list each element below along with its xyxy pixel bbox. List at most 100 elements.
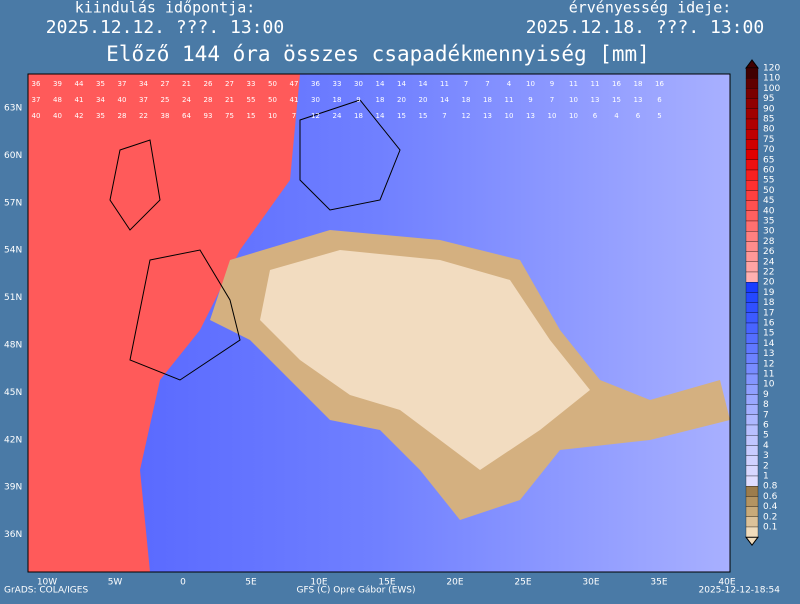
grid-value: 39 [53,80,62,88]
colorbar-label: 30 [763,227,775,237]
colorbar-swatch [745,108,759,120]
colorbar-label: 85 [763,115,774,125]
grid-value: 9 [356,96,360,104]
grid-value: 24 [333,112,342,120]
colorbar-label: 14 [763,339,775,349]
grid-value: 15 [397,112,406,120]
colorbar-label: 1 [763,472,769,482]
grid-value: 40 [53,112,62,120]
grid-value: 34 [139,80,148,88]
grid-value: 10 [569,112,578,120]
grid-value: 47 [290,80,299,88]
grid-value: 41 [75,96,84,104]
grid-value: 6 [593,112,598,120]
grid-value: 4 [614,112,619,120]
grid-value: 11 [591,80,600,88]
grid-value: 10 [268,112,277,120]
colorbar-swatch [745,465,759,477]
lon-label: 35E [650,578,667,588]
colorbar-label: 17 [763,308,774,318]
colorbar-swatch [745,516,759,528]
colorbar-swatch [745,169,759,181]
grid-value: 50 [268,80,277,88]
lon-label: 20E [446,578,463,588]
grid-value: 20 [419,96,428,104]
colorbar-swatch [745,475,759,487]
footer-left: GrADS: COLA/IGES [4,586,88,596]
colorbar-label: 75 [763,135,774,145]
grid-value: 7 [464,80,468,88]
grid-value: 35 [96,112,105,120]
lon-label: 15E [378,578,395,588]
colorbar-arrow [745,536,759,547]
colorbar-label: 13 [763,349,774,359]
colorbar-label: 26 [763,247,775,257]
grid-value: 10 [548,112,557,120]
colorbar-label: 4 [763,441,769,451]
colorbar-label: 19 [763,288,775,298]
grid-value: 15 [419,112,428,120]
grid-value: 11 [569,80,578,88]
colorbar-label: 10 [763,380,775,390]
colorbar-swatch [745,506,759,517]
lon-label: 25E [514,578,531,588]
colorbar-label: 20 [763,278,775,288]
grid-value: 14 [376,80,385,88]
colorbar-swatch [745,78,759,89]
grid-value: 5 [657,112,661,120]
grid-value: 42 [75,112,84,120]
colorbar-label: 40 [763,206,775,216]
colorbar-swatch [745,231,759,242]
colorbar-label: 65 [763,155,774,165]
colorbar-label: 28 [763,237,775,247]
colorbar-label: 22 [763,268,774,278]
grid-value: 15 [612,96,621,104]
colorbar-label: 7 [763,410,769,420]
colorbar-label: 70 [763,145,775,155]
grid-value: 22 [139,112,148,120]
grid-value: 12 [462,112,471,120]
grid-value: 13 [526,112,535,120]
colorbar-label: 16 [763,319,775,329]
grid-value: 10 [569,96,578,104]
grid-value: 33 [247,80,256,88]
grid-value: 15 [247,112,256,120]
map-frame [27,73,731,573]
colorbar-label: 15 [763,329,774,339]
grid-value: 14 [397,80,406,88]
grid-value: 37 [118,80,127,88]
grid-value: 38 [161,112,170,120]
colorbar-label: 0.6 [763,492,778,502]
colorbar-swatch [745,302,759,313]
colorbar-label: 120 [763,64,780,74]
lat-label: 42N [4,435,22,445]
colorbar-swatch [745,210,759,222]
colorbar-swatch [745,445,759,456]
grid-value: 50 [268,96,277,104]
colorbar-swatch [745,394,759,405]
grid-value: 18 [462,96,471,104]
left-label: kiindulás időpontja: [75,0,256,17]
grid-value: 18 [483,96,492,104]
colorbar-swatch [745,414,759,426]
grid-value: 12 [311,112,320,120]
colorbar-label: 60 [763,166,775,176]
grid-value: 7 [550,96,554,104]
grid-value: 28 [118,112,127,120]
colorbar-label: 50 [763,186,775,196]
colorbar-swatch [745,129,759,140]
grid-value: 37 [32,96,41,104]
colorbar-swatch [745,312,759,324]
colorbar-label: 9 [763,390,769,400]
lon-label: 5W [108,578,123,588]
grid-value: 21 [182,80,191,88]
lat-label: 39N [4,483,22,493]
grid-value: 27 [161,80,170,88]
colorbar-swatch [745,333,759,344]
coastlines [109,99,401,381]
grid-value: 14 [376,112,385,120]
grid-value: 21 [225,96,234,104]
grid-value: 4 [507,80,512,88]
lon-label: 5E [245,578,257,588]
colorbar-swatch [745,455,759,466]
